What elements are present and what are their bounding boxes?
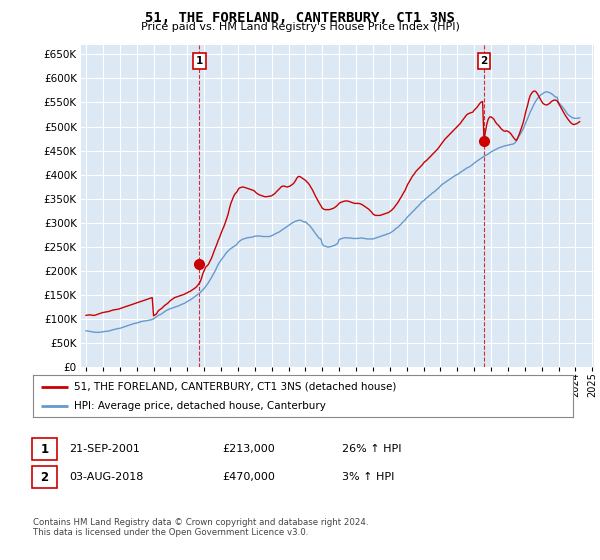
Text: 21-SEP-2001: 21-SEP-2001: [69, 444, 140, 454]
Text: 51, THE FORELAND, CANTERBURY, CT1 3NS: 51, THE FORELAND, CANTERBURY, CT1 3NS: [145, 11, 455, 25]
Text: 51, THE FORELAND, CANTERBURY, CT1 3NS (detached house): 51, THE FORELAND, CANTERBURY, CT1 3NS (d…: [74, 381, 396, 391]
Text: Price paid vs. HM Land Registry's House Price Index (HPI): Price paid vs. HM Land Registry's House …: [140, 22, 460, 32]
Text: 2: 2: [40, 470, 49, 484]
Text: 2: 2: [481, 56, 488, 66]
Text: Contains HM Land Registry data © Crown copyright and database right 2024.
This d: Contains HM Land Registry data © Crown c…: [33, 518, 368, 538]
Text: 03-AUG-2018: 03-AUG-2018: [69, 472, 143, 482]
Text: £213,000: £213,000: [222, 444, 275, 454]
Text: 3% ↑ HPI: 3% ↑ HPI: [342, 472, 394, 482]
Text: HPI: Average price, detached house, Canterbury: HPI: Average price, detached house, Cant…: [74, 401, 325, 411]
Text: 1: 1: [40, 442, 49, 456]
Text: £470,000: £470,000: [222, 472, 275, 482]
Text: 1: 1: [196, 56, 203, 66]
Text: 26% ↑ HPI: 26% ↑ HPI: [342, 444, 401, 454]
